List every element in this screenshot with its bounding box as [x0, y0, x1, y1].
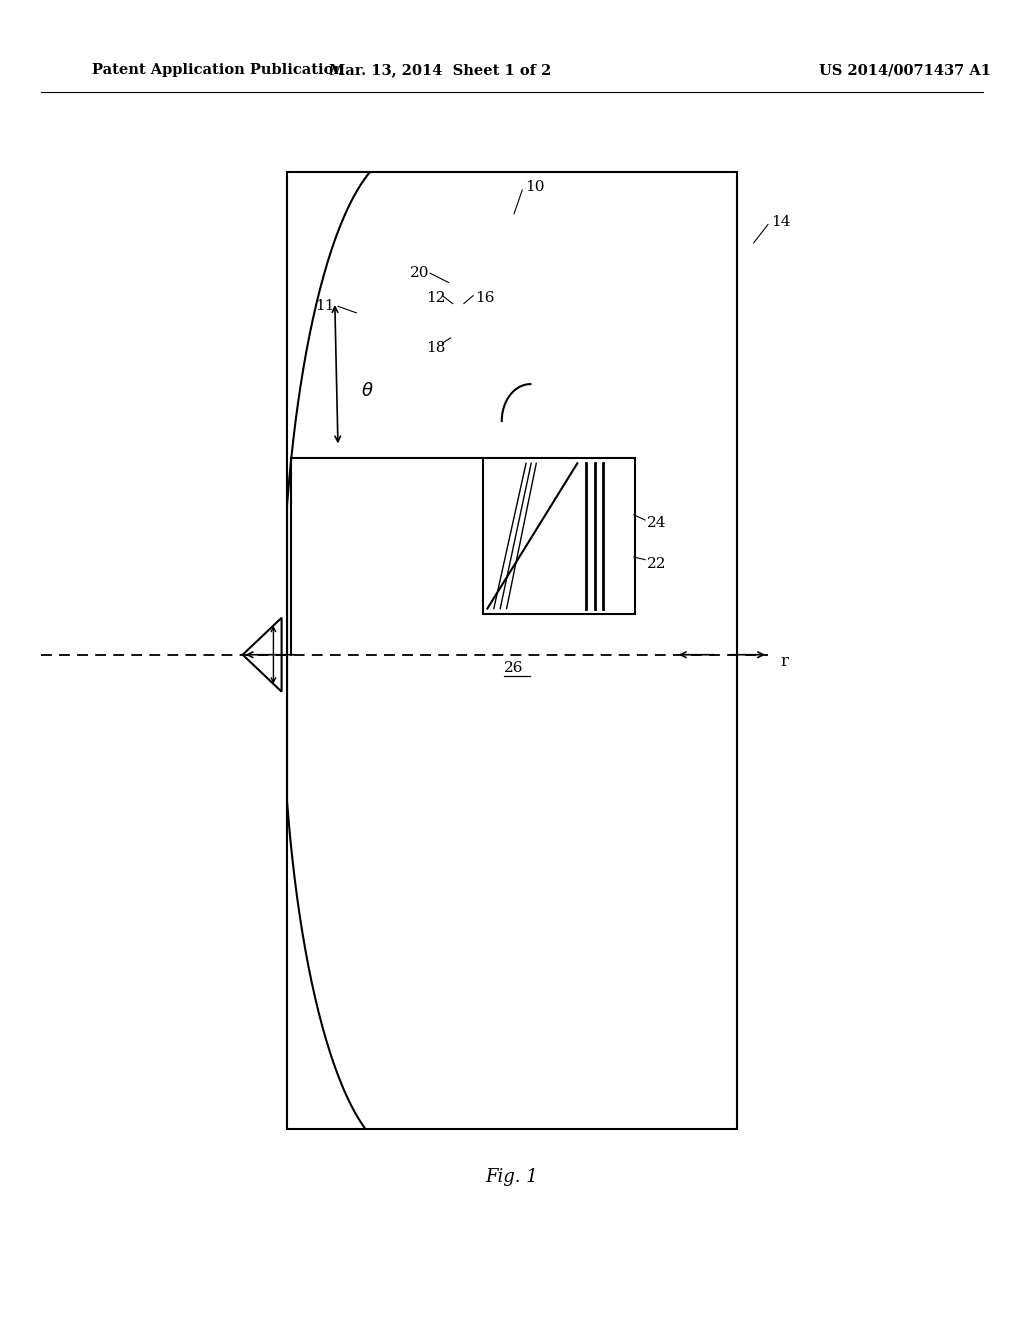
Text: 10: 10	[525, 181, 545, 194]
Text: 18: 18	[426, 342, 445, 355]
Text: 24: 24	[647, 516, 667, 529]
Bar	[287, 172, 737, 1129]
Text: Patent Application Publication: Patent Application Publication	[92, 63, 344, 78]
Text: US 2014/0071437 A1: US 2014/0071437 A1	[819, 63, 991, 78]
Text: Mar. 13, 2014  Sheet 1 of 2: Mar. 13, 2014 Sheet 1 of 2	[329, 63, 552, 78]
Text: Fig. 1: Fig. 1	[485, 1168, 539, 1187]
Bar	[483, 458, 635, 614]
Text: 16: 16	[475, 292, 495, 305]
Text: 22: 22	[647, 557, 667, 570]
Text: r: r	[780, 653, 788, 669]
Text: 12: 12	[426, 292, 445, 305]
Text: 14: 14	[771, 215, 791, 228]
Text: 11: 11	[315, 300, 335, 313]
Text: $\theta$: $\theta$	[361, 381, 374, 400]
Text: 26: 26	[504, 661, 523, 675]
Text: 20: 20	[410, 267, 429, 280]
